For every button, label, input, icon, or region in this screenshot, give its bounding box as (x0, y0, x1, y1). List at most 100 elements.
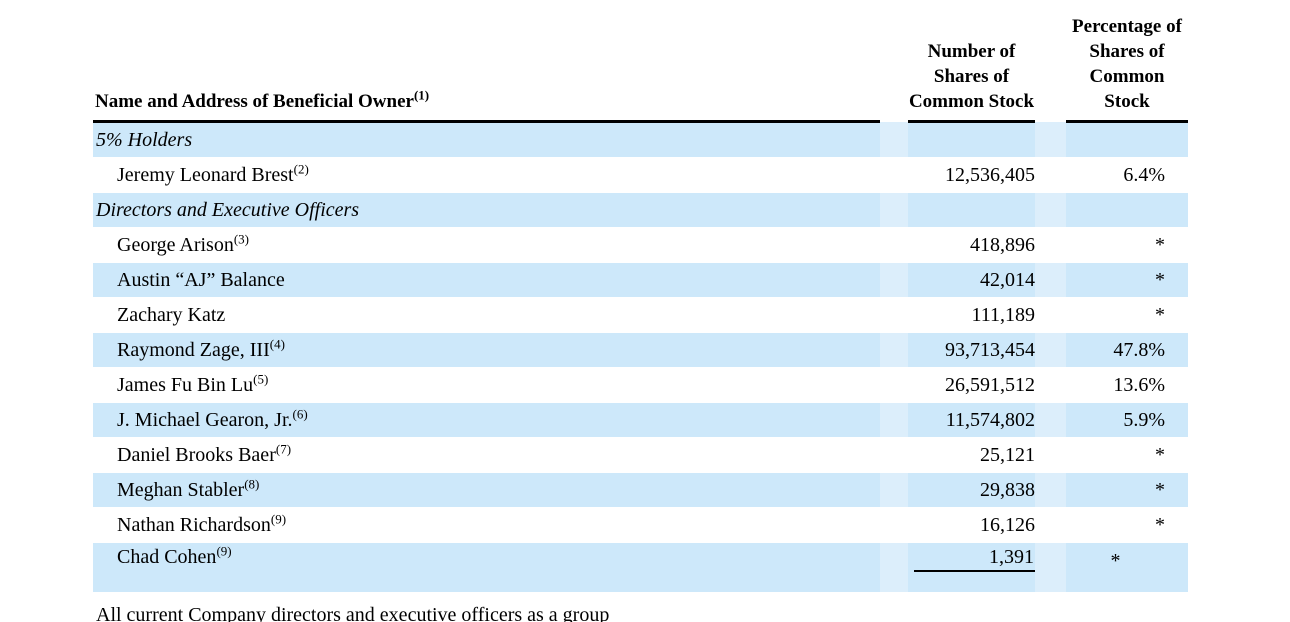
shares-cell (908, 121, 1035, 158)
shares-value: 16,126 (980, 513, 1035, 536)
spacer-cell (880, 542, 908, 593)
percent-cell: * (1066, 228, 1188, 263)
owner-name: Nathan Richardson (117, 513, 271, 536)
owner-row: Raymond Zage, III(4) 93,713,454 47.8% (93, 332, 1188, 368)
owner-row: Zachary Katz 111,189 * (93, 298, 1188, 333)
spacer-cell (1035, 262, 1066, 298)
shares-value: 29,838 (980, 478, 1035, 501)
owner-name-cell: George Arison(3) (93, 228, 880, 263)
owner-row: George Arison(3) 418,896 * (93, 228, 1188, 263)
percent-cell: * (1066, 472, 1188, 508)
owner-name: Austin “AJ” Balance (117, 268, 285, 291)
percent-cell: * (1066, 508, 1188, 543)
percent-value: 13.6% (1113, 373, 1165, 396)
percent-cell: * (1066, 262, 1188, 298)
shares-cell: 93,713,454 (908, 332, 1035, 368)
total-row: All current Company directors and execut… (93, 593, 1188, 622)
header-line: Common Stock (1089, 66, 1165, 112)
footnote-ref: (9) (270, 510, 287, 526)
shares-line: 25,121 (908, 444, 1035, 467)
owner-name: Directors and Executive Officers (96, 198, 360, 221)
owner-name: Jeremy Leonard Brest (117, 163, 294, 186)
section-row: 5% Holders (93, 121, 1188, 158)
header-percentage-of-shares: Percentage of Shares of Common Stock (1066, 0, 1188, 123)
owner-name-cell: James Fu Bin Lu(5) (93, 368, 880, 403)
percent-value: 47.8% (1113, 338, 1165, 361)
spacer-cell (880, 438, 908, 473)
spacer-cell (880, 368, 908, 403)
percent-cell: 5.9% (1066, 402, 1188, 438)
owner-row: Daniel Brooks Baer(7) 25,121 * (93, 438, 1188, 473)
spacer-cell (1035, 438, 1066, 473)
owner-name: Daniel Brooks Baer (117, 443, 276, 466)
shares-cell: 418,896 (908, 228, 1035, 263)
shares-line: 111,189 (908, 304, 1035, 327)
shares-value: 418,896 (970, 233, 1035, 256)
owner-name-cell: Daniel Brooks Baer(7) (93, 438, 880, 473)
owner-name: Zachary Katz (117, 303, 226, 326)
percent-cell: 67.7% (1066, 593, 1188, 622)
shares-line: 12,536,405 (908, 164, 1035, 187)
percent-cell: 47.8% (1066, 332, 1188, 368)
spacer-cell (880, 593, 908, 622)
shares-cell: 42,014 (908, 262, 1035, 298)
owner-name: James Fu Bin Lu (117, 373, 254, 396)
footnote-ref: (1) (413, 87, 430, 103)
shares-cell: 16,126 (908, 508, 1035, 543)
owner-name-cell: Raymond Zage, III(4) (93, 332, 880, 368)
spacer-cell (1035, 593, 1066, 622)
shares-value: 11,574,802 (945, 408, 1035, 431)
percent-value: * (1110, 550, 1121, 572)
owner-name-cell: Nathan Richardson(9) (93, 508, 880, 543)
spacer-cell (880, 472, 908, 508)
owner-row: Nathan Richardson(9) 16,126 * (93, 508, 1188, 543)
footnote-ref: (7) (275, 440, 292, 456)
owner-name: Meghan Stabler (117, 478, 245, 501)
spacer-cell (880, 508, 908, 543)
header-line: Percentage of (1072, 16, 1182, 37)
owner-name-cell: Directors and Executive Officers (93, 192, 880, 228)
percent-cell: * (1066, 542, 1188, 593)
owner-name: J. Michael Gearon, Jr. (117, 408, 293, 431)
header-number-of-shares: Number of Shares of Common Stock (908, 0, 1035, 123)
shares-line: 418,896 (908, 234, 1035, 257)
owner-row: Jeremy Leonard Brest(2) 12,536,405 6.4% (93, 158, 1188, 193)
owner-row: J. Michael Gearon, Jr.(6) 11,574,802 5.9% (93, 402, 1188, 438)
shares-line: 16,126 (908, 514, 1035, 537)
percent-cell: * (1066, 298, 1188, 333)
owner-row: Austin “AJ” Balance 42,014 * (93, 262, 1188, 298)
shares-cell: 132,837,555 (908, 593, 1035, 622)
owner-name: All current Company directors and execut… (96, 604, 610, 622)
footnote-ref: (8) (244, 475, 260, 491)
percent-value: * (1155, 443, 1165, 466)
percent-value: * (1155, 478, 1165, 501)
owner-name-cell: J. Michael Gearon, Jr.(6) (93, 402, 880, 438)
spacer-cell (1035, 542, 1066, 593)
spacer-cell (880, 121, 908, 158)
footnote-ref: (5) (253, 370, 269, 386)
spacer-cell (880, 402, 908, 438)
shares-line: 29,838 (908, 479, 1035, 502)
header-line: Shares of (1089, 41, 1165, 62)
spacer-cell (1035, 158, 1066, 193)
spacer-cell (1035, 332, 1066, 368)
spacer-cell (1035, 402, 1066, 438)
percent-cell: * (1066, 438, 1188, 473)
owner-name: George Arison (117, 233, 234, 256)
footnote-ref: (3) (233, 230, 250, 246)
spacer-cell (1035, 508, 1066, 543)
shares-value: 25,121 (980, 443, 1035, 466)
footnote-ref: (6) (292, 405, 308, 421)
shares-cell: 29,838 (908, 472, 1035, 508)
owner-name-cell: All current Company directors and execut… (93, 593, 880, 622)
percent-value: 5.9% (1123, 408, 1165, 431)
footnote-ref: (9) (216, 543, 232, 559)
footnote-ref: (4) (269, 335, 285, 351)
owner-name: Raymond Zage, III (117, 338, 270, 361)
spacer-cell (880, 158, 908, 193)
percent-value: * (1155, 233, 1165, 256)
shares-value: 42,014 (980, 268, 1035, 291)
shares-cell: 1,391 (908, 542, 1035, 593)
section-row: Directors and Executive Officers (93, 192, 1188, 228)
owner-row: Meghan Stabler(8) 29,838 * (93, 472, 1188, 508)
